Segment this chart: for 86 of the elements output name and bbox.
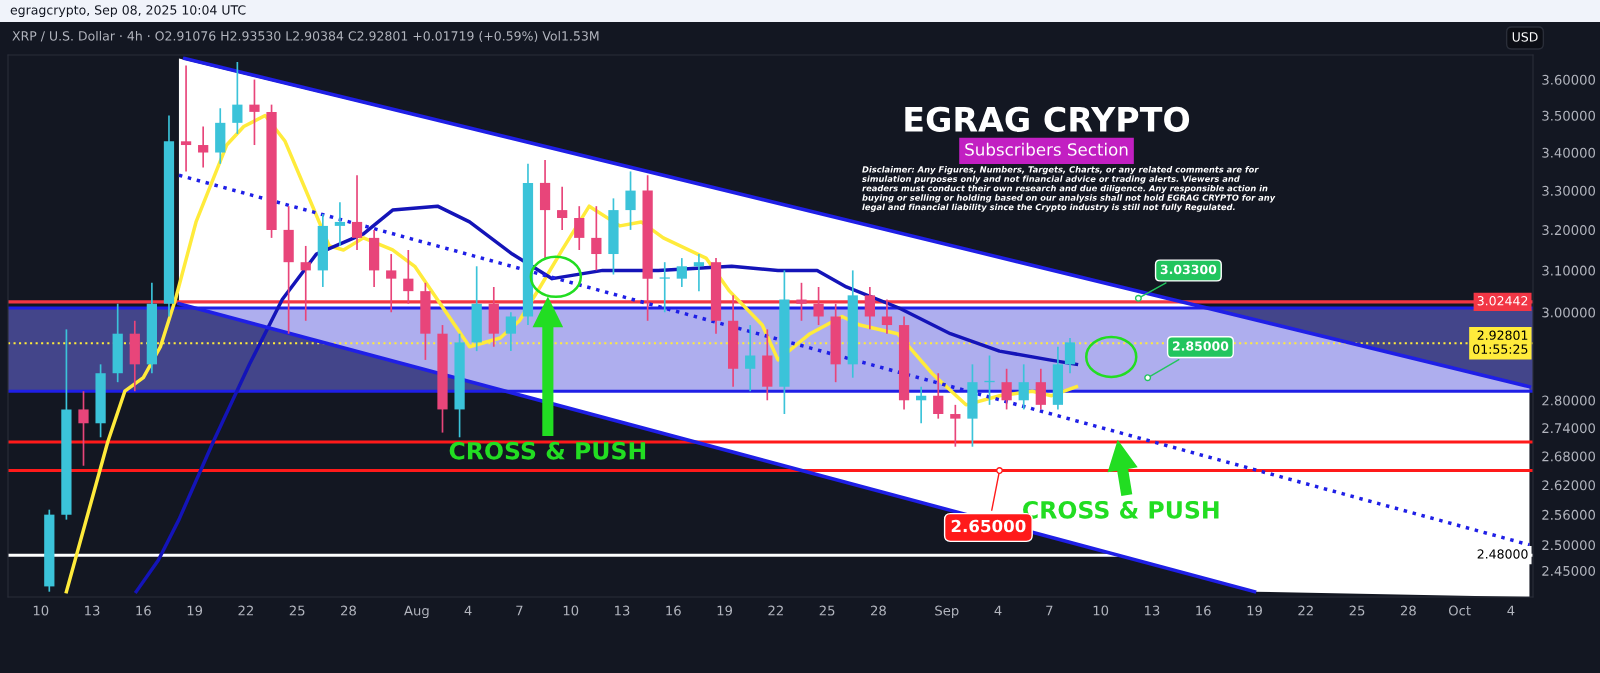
y-tick-label: 3.50000: [1542, 110, 1596, 121]
candlestick: [950, 404, 961, 448]
candlestick: [403, 249, 414, 305]
x-tick-label: Aug: [404, 605, 429, 619]
annotation: Disclaimer: Any Figures, Numbers, Targets, Charts, or any related comments are for simulation purposes only and not financial advice or trading alerts. Viewers and readers must conduct their own research and due diligence. Any responsible action in buying or selling or holding based on our analysis shall not hold EGRAG CRYPTO for any legal and financial liability since the Crypto industry is still not fully Regulated.: [862, 166, 1276, 212]
y-tick-label: 3.60000: [1542, 74, 1596, 85]
candlestick: [693, 253, 705, 292]
text: Subscribers Section: [965, 142, 1128, 156]
candlestick: [676, 257, 687, 288]
candlestick: [1001, 367, 1012, 411]
y-tick-label: 2.74000: [1542, 423, 1596, 434]
candlestick: [78, 390, 89, 467]
x-tick-label: 19: [1247, 605, 1262, 616]
x-tick-label: 22: [1298, 605, 1313, 616]
candlestick: [300, 245, 311, 322]
candlestick: [351, 174, 363, 251]
candlestick: [1035, 367, 1046, 411]
x-tick-label: 10: [1093, 605, 1109, 616]
text: XRP / U.S. Dollar · 4h · O2.91076 H2.93530 L2.90384 C2.92801 +0.01719 (+0.59%) Vol1.53M: [12, 30, 599, 43]
ref-line-label: 2.48000: [1477, 549, 1528, 559]
candlestick: [574, 205, 585, 251]
annotation: CROSS & PUSH: [1023, 500, 1219, 519]
y-tick-label: 2.62000: [1542, 480, 1596, 491]
candlestick: [557, 185, 568, 231]
y-tick-label: 2.68000: [1542, 451, 1596, 462]
ref-line-label: 2.92801 01:55:25: [1473, 330, 1528, 354]
candlestick: [796, 281, 807, 322]
candlestick: [249, 78, 260, 146]
candlestick: [813, 286, 824, 326]
text: USD: [1512, 32, 1538, 42]
x-tick-label: 10: [563, 605, 579, 616]
y-tick-label: 3.10000: [1542, 265, 1596, 276]
x-tick-label: 25: [1349, 605, 1365, 616]
x-tick-label: 16: [1196, 605, 1211, 616]
candlestick: [1018, 363, 1029, 411]
candlestick: [180, 64, 192, 173]
candlestick: [881, 298, 893, 335]
annotation: 2.85000: [1172, 341, 1229, 351]
x-tick-label: 13: [1144, 605, 1160, 616]
x-tick-label: 4: [464, 605, 472, 616]
candlestick: [659, 261, 670, 314]
x-tick-label: 7: [516, 605, 523, 616]
annotation: 3.03300: [1160, 264, 1217, 275]
x-tick-label: 25: [819, 605, 835, 616]
candlestick: [1064, 337, 1076, 375]
x-tick-label: 22: [238, 605, 253, 616]
y-tick-label: 2.80000: [1542, 395, 1596, 406]
x-tick-label: 19: [717, 605, 733, 616]
candlestick: [232, 61, 243, 135]
annotation: 2.65000: [951, 519, 1026, 533]
candlestick: [505, 311, 516, 352]
x-tick-label: 4: [1507, 605, 1515, 616]
x-tick-label: 28: [1400, 605, 1416, 616]
x-tick-label: 28: [870, 605, 886, 616]
x-tick-label: Oct: [1448, 605, 1471, 616]
x-tick-label: Sep: [935, 605, 959, 619]
x-tick-label: 16: [666, 605, 681, 616]
x-tick-label: 10: [33, 605, 49, 616]
x-tick-label: 22: [768, 605, 783, 616]
x-tick-label: 7: [1046, 605, 1053, 616]
y-tick-label: 2.50000: [1542, 540, 1596, 551]
x-tick-label: 19: [187, 605, 203, 616]
candlestick: [745, 324, 756, 393]
y-tick-label: 2.45000: [1542, 565, 1596, 576]
y-tick-label: 3.00000: [1542, 307, 1596, 318]
y-tick-label: 3.20000: [1542, 225, 1596, 236]
annotation: CROSS & PUSH: [449, 441, 646, 460]
y-tick-label: 3.40000: [1542, 147, 1596, 158]
x-tick-label: 28: [341, 605, 356, 616]
candlestick: [198, 125, 209, 169]
candlestick: [386, 253, 397, 314]
ref-line-label: 3.02442: [1477, 296, 1528, 306]
x-tick-label: 13: [85, 605, 100, 616]
y-tick-label: 3.30000: [1542, 185, 1596, 196]
text: egragcrypto, Sep 08, 2025 10:04 UTC: [10, 5, 246, 18]
candlestick: [334, 201, 346, 247]
candlestick: [933, 372, 944, 420]
candlestick: [864, 286, 875, 331]
y-tick-label: 2.56000: [1542, 509, 1596, 520]
x-tick-label: 13: [615, 605, 630, 616]
candlestick: [591, 205, 602, 272]
x-tick-label: 4: [994, 605, 1002, 616]
text: EGRAG CRYPTO: [905, 106, 1190, 132]
x-tick-label: 16: [136, 605, 151, 616]
candlestick: [625, 170, 636, 231]
x-tick-label: 25: [289, 605, 305, 616]
